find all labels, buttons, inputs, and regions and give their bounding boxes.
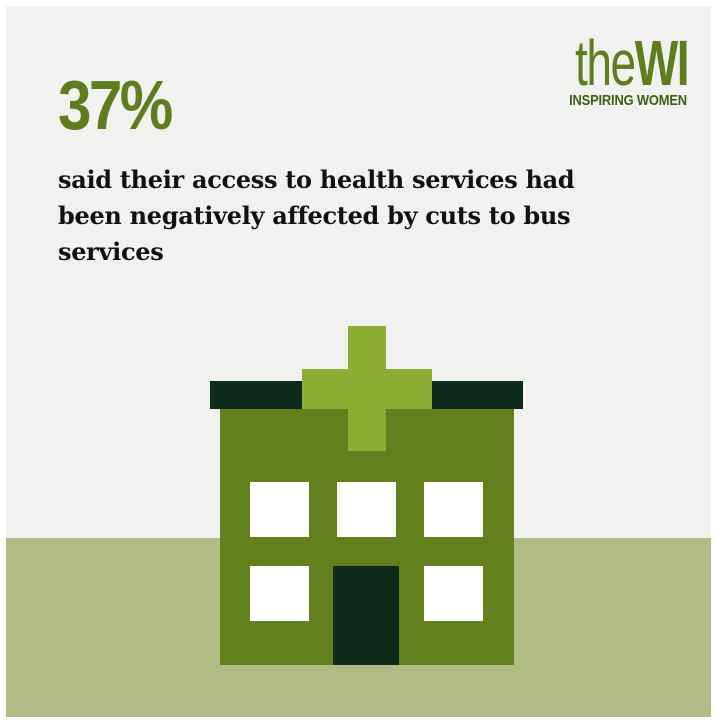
cross-horizontal [302, 369, 432, 409]
window [424, 566, 483, 621]
statistic-caption: said their access to health services had… [58, 165, 575, 266]
logo-wordmark: theWI [575, 27, 690, 99]
logo-tagline: INSPIRING WOMEN [569, 92, 687, 109]
statistic-percentage: 37% [58, 66, 173, 144]
hospital-door [333, 566, 399, 665]
hospital-icon [210, 326, 523, 665]
logo-wi: WI [634, 27, 690, 99]
window [337, 482, 396, 537]
window [250, 482, 309, 537]
window [250, 566, 309, 621]
logo-the: the [575, 27, 636, 99]
wi-logo: theWI INSPIRING WOMEN [553, 30, 703, 110]
window [424, 482, 483, 537]
infographic-card: 37% said their access to health services… [6, 6, 711, 717]
